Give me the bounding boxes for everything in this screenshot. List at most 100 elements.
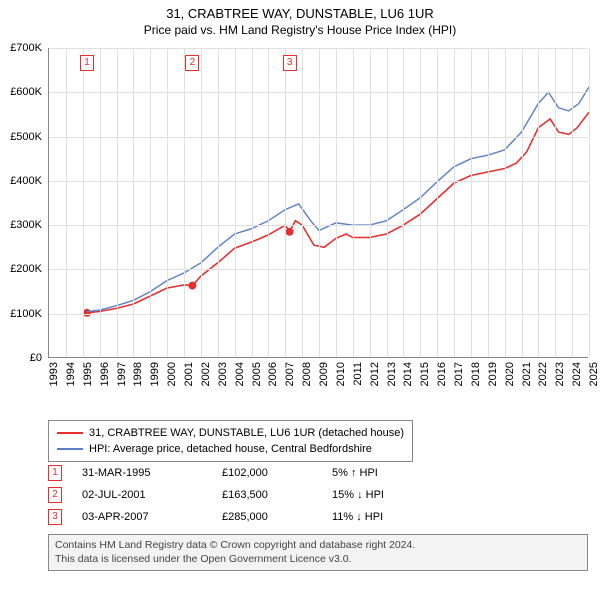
legend-swatch [57, 432, 83, 434]
credit-box: Contains HM Land Registry data © Crown c… [48, 534, 588, 571]
gridline-vertical [100, 48, 101, 357]
gridline-vertical [201, 48, 202, 357]
x-axis-label: 2012 [369, 362, 381, 386]
chart-title-block: 31, CRABTREE WAY, DUNSTABLE, LU6 1UR Pri… [0, 0, 600, 39]
events-table: 1 31-MAR-1995 £102,000 5% ↑ HPI 2 02-JUL… [48, 462, 452, 528]
x-axis-label: 2021 [521, 362, 533, 386]
series-line [87, 112, 589, 313]
gridline-vertical [66, 48, 67, 357]
event-price: £102,000 [222, 467, 332, 479]
x-axis-label: 2011 [352, 362, 364, 386]
x-axis-label: 2006 [267, 362, 279, 386]
x-axis-label: 2014 [402, 362, 414, 386]
x-axis-label: 2005 [251, 362, 263, 386]
x-axis-label: 1993 [48, 362, 60, 386]
x-axis-label: 1999 [149, 362, 161, 386]
gridline-vertical [252, 48, 253, 357]
x-axis-label: 1995 [82, 362, 94, 386]
x-axis-label: 2024 [571, 362, 583, 386]
x-axis-label: 1996 [99, 362, 111, 386]
legend-swatch [57, 448, 83, 450]
x-axis-label: 2001 [183, 362, 195, 386]
y-axis-label: £0 [30, 352, 42, 364]
x-axis-label: 2004 [234, 362, 246, 386]
gridline-vertical [235, 48, 236, 357]
gridline-vertical [370, 48, 371, 357]
gridline-vertical [285, 48, 286, 357]
x-axis-label: 2020 [504, 362, 516, 386]
gridline-vertical [505, 48, 506, 357]
gridline-vertical [555, 48, 556, 357]
x-axis-label: 2017 [453, 362, 465, 386]
y-axis-label: £700K [10, 42, 42, 54]
gridline-vertical [117, 48, 118, 357]
x-axis-label: 2008 [301, 362, 313, 386]
legend-label: HPI: Average price, detached house, Cent… [89, 441, 372, 457]
gridline-vertical [420, 48, 421, 357]
gridline-vertical [336, 48, 337, 357]
gridline-vertical [167, 48, 168, 357]
event-marker: 1 [48, 465, 62, 481]
gridline-vertical [437, 48, 438, 357]
x-axis-label: 2025 [588, 362, 600, 386]
data-point [188, 282, 196, 290]
chart-title: 31, CRABTREE WAY, DUNSTABLE, LU6 1UR [0, 6, 600, 21]
event-row: 1 31-MAR-1995 £102,000 5% ↑ HPI [48, 462, 452, 484]
event-row: 2 02-JUL-2001 £163,500 15% ↓ HPI [48, 484, 452, 506]
x-axis-label: 2022 [537, 362, 549, 386]
event-date: 31-MAR-1995 [82, 467, 222, 479]
legend: 31, CRABTREE WAY, DUNSTABLE, LU6 1UR (de… [48, 420, 413, 462]
event-row: 3 03-APR-2007 £285,000 11% ↓ HPI [48, 506, 452, 528]
event-price: £163,500 [222, 489, 332, 501]
y-axis-label: £500K [10, 131, 42, 143]
chart-marker: 1 [80, 55, 94, 71]
event-date: 02-JUL-2001 [82, 489, 222, 501]
gridline-vertical [522, 48, 523, 357]
legend-item: 31, CRABTREE WAY, DUNSTABLE, LU6 1UR (de… [57, 425, 404, 441]
plot-area: 123 [48, 48, 588, 358]
event-price: £285,000 [222, 511, 332, 523]
event-hpi: 5% ↑ HPI [332, 467, 452, 479]
x-axis-label: 2003 [217, 362, 229, 386]
x-axis-label: 2009 [318, 362, 330, 386]
gridline-vertical [218, 48, 219, 357]
chart-subtitle: Price paid vs. HM Land Registry's House … [0, 23, 600, 37]
y-axis-label: £300K [10, 219, 42, 231]
gridline-vertical [133, 48, 134, 357]
gridline-vertical [572, 48, 573, 357]
legend-label: 31, CRABTREE WAY, DUNSTABLE, LU6 1UR (de… [89, 425, 404, 441]
y-axis-label: £100K [10, 308, 42, 320]
gridline-vertical [589, 48, 590, 357]
gridline-vertical [268, 48, 269, 357]
gridline-vertical [538, 48, 539, 357]
event-marker: 3 [48, 509, 62, 525]
gridline-vertical [184, 48, 185, 357]
gridline-vertical [83, 48, 84, 357]
gridline-vertical [302, 48, 303, 357]
y-axis-label: £200K [10, 263, 42, 275]
gridline-vertical [319, 48, 320, 357]
x-axis-label: 1997 [116, 362, 128, 386]
series-line [87, 87, 589, 312]
x-axis-label: 2007 [284, 362, 296, 386]
price-chart: 123 £0£100K£200K£300K£400K£500K£600K£700… [48, 48, 588, 378]
credit-line: This data is licensed under the Open Gov… [55, 553, 581, 567]
x-axis-label: 2018 [470, 362, 482, 386]
x-axis-label: 2010 [335, 362, 347, 386]
gridline-vertical [471, 48, 472, 357]
x-axis-label: 2019 [487, 362, 499, 386]
event-marker: 2 [48, 487, 62, 503]
gridline-vertical [150, 48, 151, 357]
x-axis-label: 2002 [200, 362, 212, 386]
event-hpi: 11% ↓ HPI [332, 511, 452, 523]
gridline-vertical [387, 48, 388, 357]
x-axis-label: 2015 [419, 362, 431, 386]
legend-item: HPI: Average price, detached house, Cent… [57, 441, 404, 457]
y-axis-label: £600K [10, 86, 42, 98]
x-axis-label: 2000 [166, 362, 178, 386]
credit-line: Contains HM Land Registry data © Crown c… [55, 539, 581, 553]
gridline-vertical [403, 48, 404, 357]
data-point [286, 228, 294, 236]
gridline-vertical [454, 48, 455, 357]
event-date: 03-APR-2007 [82, 511, 222, 523]
